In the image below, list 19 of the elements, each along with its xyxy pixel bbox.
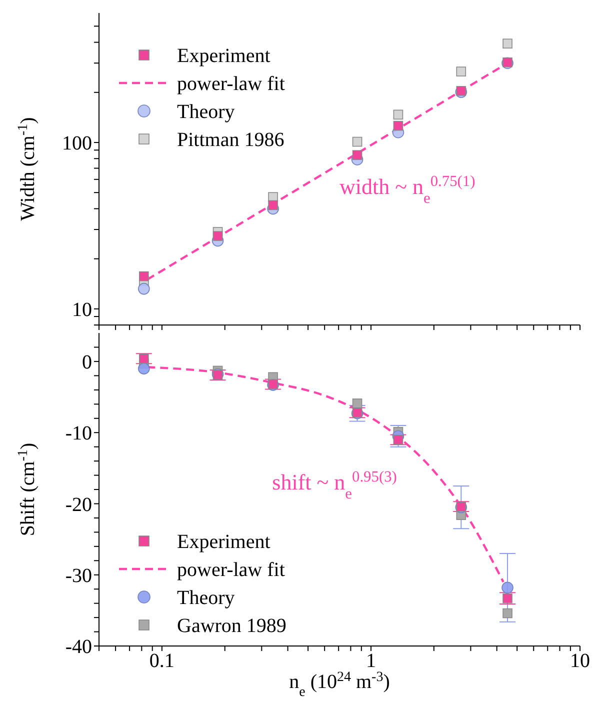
y-tick-label: 10: [72, 298, 92, 321]
x-tick-label: 0.1: [149, 650, 174, 672]
legend-label: Experiment: [177, 45, 271, 67]
legend-label: power-law fit: [177, 559, 286, 581]
x-tick-label: 1: [366, 650, 376, 672]
y-tick-label: -10: [65, 422, 92, 445]
legend-label: power-law fit: [177, 73, 286, 95]
x-tick-label: 10: [570, 650, 590, 672]
y-tick-label: 100: [62, 132, 92, 155]
legend-label: Pittman 1986: [177, 129, 284, 151]
x-axis-title: n$_{e}$ (10$^{24}$ m$^{-3}$): [289, 670, 390, 700]
legend-label: Experiment: [177, 531, 271, 553]
y-tick-label: 0: [82, 352, 92, 374]
legend-label: Gawron 1989: [177, 615, 286, 637]
legend-label: Theory: [177, 587, 235, 609]
legend-label: Theory: [177, 101, 235, 123]
y-tick-label: -20: [65, 494, 92, 516]
y-tick-label: -30: [65, 564, 92, 587]
y-tick-label: -40: [65, 636, 92, 658]
